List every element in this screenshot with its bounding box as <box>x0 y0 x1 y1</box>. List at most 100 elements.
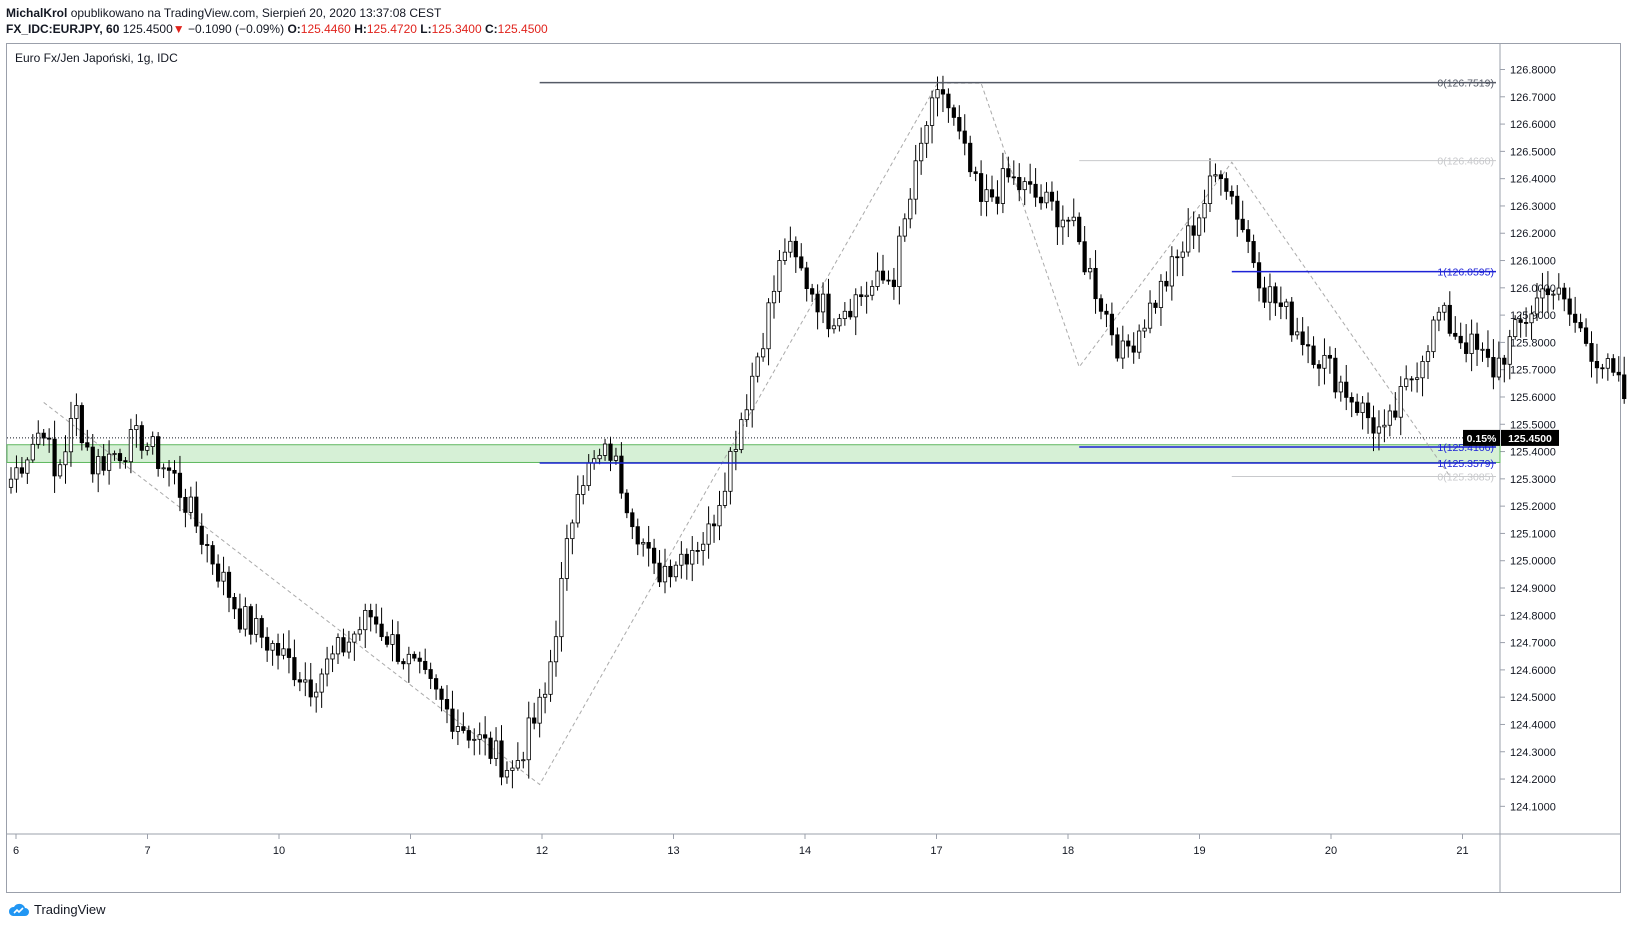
candle[interactable] <box>1371 405 1376 452</box>
candle[interactable] <box>341 628 346 657</box>
candle[interactable] <box>384 631 390 648</box>
candle[interactable] <box>1491 339 1496 390</box>
candle[interactable] <box>41 428 46 446</box>
candle[interactable] <box>1469 319 1474 372</box>
candle[interactable] <box>237 593 242 633</box>
candle[interactable] <box>1044 182 1049 209</box>
candle[interactable] <box>788 226 793 258</box>
candle[interactable] <box>134 414 139 448</box>
candle[interactable] <box>314 683 319 713</box>
candle[interactable] <box>112 450 117 461</box>
candle[interactable] <box>1169 246 1174 301</box>
candle[interactable] <box>940 75 946 113</box>
candle[interactable] <box>1589 331 1594 378</box>
candle[interactable] <box>150 431 155 455</box>
candle[interactable] <box>1409 376 1414 392</box>
candle[interactable] <box>826 278 831 338</box>
candle[interactable] <box>815 284 820 330</box>
candle[interactable] <box>1022 177 1027 206</box>
candle[interactable] <box>79 402 84 451</box>
candle[interactable] <box>368 603 373 632</box>
candle[interactable] <box>924 121 929 158</box>
candle[interactable] <box>880 254 886 284</box>
candle[interactable] <box>145 442 150 456</box>
candle[interactable] <box>1071 198 1076 227</box>
candle[interactable] <box>1545 271 1550 314</box>
candle[interactable] <box>1180 241 1185 277</box>
candle[interactable] <box>684 548 689 580</box>
candle[interactable] <box>1502 354 1507 383</box>
candle[interactable] <box>1273 282 1278 316</box>
candle[interactable] <box>177 455 183 512</box>
candle[interactable] <box>1109 302 1114 346</box>
candle[interactable] <box>117 448 123 469</box>
candle[interactable] <box>989 175 995 202</box>
candle[interactable] <box>1267 273 1273 321</box>
candle[interactable] <box>1300 317 1305 356</box>
candle[interactable] <box>793 236 798 273</box>
candle[interactable] <box>1365 392 1371 434</box>
candle[interactable] <box>864 281 869 314</box>
candle[interactable] <box>254 603 259 643</box>
candle[interactable] <box>761 332 766 362</box>
candle[interactable] <box>657 550 662 588</box>
candle[interactable] <box>1278 286 1283 320</box>
candle[interactable] <box>1605 353 1610 381</box>
candle[interactable] <box>1376 410 1382 451</box>
candle[interactable] <box>510 760 515 789</box>
candle[interactable] <box>346 630 352 659</box>
candle[interactable] <box>1229 185 1234 205</box>
candle[interactable] <box>14 455 19 493</box>
candle[interactable] <box>1556 273 1561 301</box>
candle[interactable] <box>52 420 57 493</box>
candle[interactable] <box>412 651 417 662</box>
candle[interactable] <box>810 283 815 302</box>
candle[interactable] <box>395 621 401 665</box>
candle[interactable] <box>406 646 411 683</box>
candle[interactable] <box>107 440 112 485</box>
candle[interactable] <box>286 630 292 674</box>
candle[interactable] <box>1006 156 1011 183</box>
candle[interactable] <box>57 459 63 479</box>
candle[interactable] <box>8 467 14 494</box>
candle[interactable] <box>1017 163 1022 202</box>
candle[interactable] <box>782 238 788 265</box>
candle[interactable] <box>842 302 847 326</box>
candle[interactable] <box>1496 341 1501 381</box>
candle[interactable] <box>25 457 30 484</box>
candle[interactable] <box>210 541 215 575</box>
candle[interactable] <box>641 538 646 557</box>
candle[interactable] <box>1256 252 1262 302</box>
candle[interactable] <box>619 442 624 499</box>
candle[interactable] <box>891 267 897 300</box>
candle[interactable] <box>548 649 553 702</box>
candle[interactable] <box>1583 318 1589 347</box>
candle[interactable] <box>1115 327 1120 362</box>
candle[interactable] <box>374 603 379 634</box>
candle[interactable] <box>455 709 461 746</box>
candle[interactable] <box>390 619 395 662</box>
candle[interactable] <box>1197 214 1202 253</box>
candle[interactable] <box>1088 257 1093 280</box>
candle[interactable] <box>324 646 330 687</box>
candle[interactable] <box>1093 250 1098 314</box>
candle[interactable] <box>128 418 133 474</box>
candle[interactable] <box>739 412 744 454</box>
candle[interactable] <box>444 685 450 724</box>
candle[interactable] <box>30 434 35 463</box>
candle[interactable] <box>1573 296 1578 333</box>
candle[interactable] <box>166 460 172 487</box>
candle[interactable] <box>96 448 101 493</box>
candle[interactable] <box>564 524 570 591</box>
candle[interactable] <box>581 475 586 505</box>
candle[interactable] <box>1474 322 1480 366</box>
candle[interactable] <box>199 513 204 555</box>
candle[interactable] <box>1207 158 1213 213</box>
candle[interactable] <box>853 288 858 336</box>
candle[interactable] <box>1382 409 1387 443</box>
candle[interactable] <box>232 592 237 619</box>
candle[interactable] <box>19 456 25 478</box>
candle[interactable] <box>1104 303 1109 328</box>
candle[interactable] <box>1513 315 1518 340</box>
